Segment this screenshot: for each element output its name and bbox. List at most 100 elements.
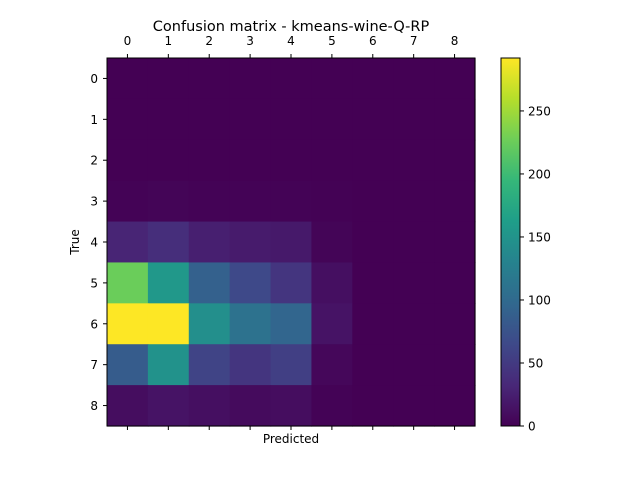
heatmap-cell (147, 262, 190, 304)
colorbar-gradient (500, 57, 521, 427)
heatmap-cell (229, 139, 272, 182)
colorbar-tick-label: 100 (528, 293, 551, 307)
heatmap-cell (229, 385, 272, 427)
heatmap-cell (147, 98, 190, 141)
heatmap-cell (188, 139, 231, 182)
heatmap-cell (311, 98, 353, 141)
heatmap-cell (434, 180, 476, 223)
y-tick-label: 3 (90, 195, 98, 209)
x-tick-label: 5 (328, 34, 336, 48)
heatmap-cells (107, 58, 476, 427)
heatmap-cell (393, 344, 435, 386)
x-tick-label: 8 (451, 34, 459, 48)
x-tick-label: 2 (205, 34, 213, 48)
heatmap-cell (188, 344, 231, 386)
heatmap-cell (311, 58, 353, 100)
heatmap-cell (393, 139, 435, 182)
heatmap-cell (393, 303, 435, 345)
x-tick-label: 6 (369, 34, 377, 48)
x-tick-label: 0 (124, 34, 132, 48)
heatmap-cell (107, 180, 149, 223)
colorbar-tick-label: 200 (528, 167, 551, 181)
heatmap-cell (352, 221, 394, 264)
heatmap-cell (352, 98, 394, 141)
heatmap-cell (188, 98, 231, 141)
colorbar-tick-label: 250 (528, 104, 551, 118)
heatmap-cell (270, 180, 313, 223)
heatmap-cell (311, 303, 353, 345)
heatmap-cell (311, 221, 353, 264)
heatmap-cell (229, 262, 272, 304)
heatmap-cell (352, 385, 394, 427)
heatmap-cell (147, 221, 190, 264)
heatmap-cell (147, 303, 190, 345)
heatmap-cell (270, 344, 313, 386)
heatmap-cell (352, 180, 394, 223)
y-axis-ticks: 0 1 2 3 4 5 6 7 8 (90, 72, 107, 413)
x-tick-label: 3 (246, 34, 254, 48)
colorbar: 0 50 100 150 200 250 (500, 57, 551, 434)
heatmap-cell (311, 139, 353, 182)
heatmap-cell (188, 262, 231, 304)
heatmap-cell (352, 139, 394, 182)
y-tick-label: 5 (90, 276, 98, 290)
y-tick-label: 2 (90, 154, 98, 168)
heatmap-cell (434, 344, 476, 386)
heatmap-cell (434, 303, 476, 345)
heatmap-cell (393, 385, 435, 427)
heatmap-cell (311, 262, 353, 304)
heatmap-cell (434, 221, 476, 264)
heatmap-cell (311, 385, 353, 427)
heatmap-cell (270, 303, 313, 345)
heatmap-cell (393, 180, 435, 223)
heatmap-cell (147, 139, 190, 182)
y-tick-label: 6 (90, 317, 98, 331)
heatmap-cell (393, 58, 435, 100)
heatmap-cell (229, 58, 272, 100)
heatmap-cell (107, 221, 149, 264)
heatmap-cell (393, 221, 435, 264)
heatmap-cell (107, 58, 149, 100)
heatmap-cell (107, 303, 149, 345)
x-axis-ticks: 0 1 2 3 4 5 6 7 8 (124, 34, 459, 430)
colorbar-tick-label: 50 (528, 356, 543, 370)
heatmap-cell (270, 221, 313, 264)
heatmap-cell (434, 139, 476, 182)
x-tick-label: 1 (165, 34, 173, 48)
heatmap-cell (434, 58, 476, 100)
heatmap-cell (229, 98, 272, 141)
heatmap-cell (107, 262, 149, 304)
heatmap-cell (270, 262, 313, 304)
heatmap-cell (229, 303, 272, 345)
heatmap-cell (393, 98, 435, 141)
heatmap-cell (270, 139, 313, 182)
heatmap-cell (311, 344, 353, 386)
heatmap-cell (147, 344, 190, 386)
heatmap-cell (188, 180, 231, 223)
heatmap-cell (270, 58, 313, 100)
heatmap-cell (393, 262, 435, 304)
heatmap-cell (352, 262, 394, 304)
colorbar-tick-label: 150 (528, 230, 551, 244)
x-tick-label: 7 (410, 34, 418, 48)
heatmap-cell (434, 385, 476, 427)
heatmap-cell (147, 180, 190, 223)
heatmap-cell (107, 139, 149, 182)
heatmap-cell (188, 58, 231, 100)
heatmap-cell (188, 303, 231, 345)
heatmap-cell (107, 344, 149, 386)
heatmap-cell (229, 344, 272, 386)
y-tick-label: 7 (90, 358, 98, 372)
heatmap-cell (229, 221, 272, 264)
y-tick-label: 1 (90, 113, 98, 127)
heatmap-cell (107, 98, 149, 141)
heatmap-cell (188, 385, 231, 427)
heatmap-cell (229, 180, 272, 223)
y-tick-label: 0 (90, 72, 98, 86)
heatmap-cell (352, 303, 394, 345)
x-axis-label: Predicted (263, 432, 319, 446)
chart-title: Confusion matrix - kmeans-wine-Q-RP (153, 19, 430, 35)
heatmap-cell (270, 98, 313, 141)
heatmap-cell (188, 221, 231, 264)
